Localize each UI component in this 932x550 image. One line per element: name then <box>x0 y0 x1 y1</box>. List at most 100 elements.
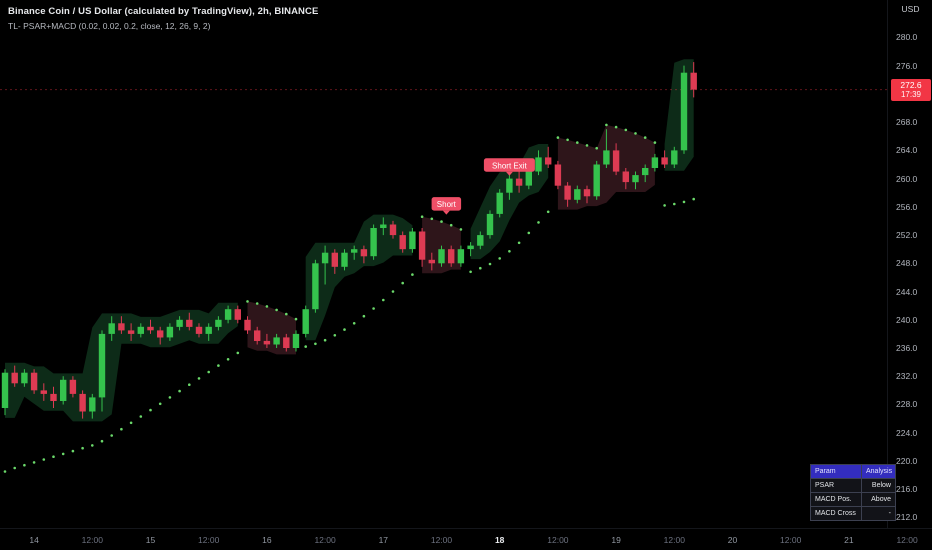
candle-body <box>166 326 174 338</box>
psar-dot <box>643 136 647 139</box>
candle-body <box>234 309 241 320</box>
bar-countdown: 17:39 <box>900 89 922 99</box>
candle-body <box>671 150 678 165</box>
psar-dot <box>168 396 172 399</box>
time-label: 19 <box>611 535 621 545</box>
indicator-title[interactable]: TL- PSAR+MACD (0.02, 0.02, 0.2, close, 1… <box>8 21 211 31</box>
psar-dot <box>139 415 143 418</box>
candle-body <box>108 323 115 334</box>
price-tick: 220.0 <box>896 455 918 466</box>
candle-body <box>127 330 135 334</box>
psar-dot <box>614 125 618 129</box>
price-axis[interactable]: USD 272.6 17:39 280.0 276.0 268.0 264.0 260.… <box>887 0 932 528</box>
candle-body <box>438 249 445 264</box>
psar-dot <box>275 308 278 312</box>
time-label: 16 <box>262 535 272 545</box>
psar-dot <box>246 300 249 303</box>
psar-dot <box>323 338 327 342</box>
analysis-param-cell: Param <box>811 465 862 478</box>
candle-body <box>341 252 348 267</box>
analysis-param-cell: MACD Pos. <box>811 493 862 506</box>
candle-body <box>263 340 271 345</box>
time-label: 12:00 <box>663 535 685 545</box>
psar-dot <box>566 138 569 142</box>
time-label: 12:00 <box>198 535 220 545</box>
candle-body <box>50 393 57 401</box>
trade-marker-short[interactable]: Short <box>431 197 462 215</box>
candle-body <box>583 189 591 197</box>
psar-dot <box>401 281 405 285</box>
price-tick: 280.0 <box>896 32 918 43</box>
svg-text:Short: Short <box>437 200 457 209</box>
candle-body <box>40 390 47 394</box>
psar-dot <box>605 123 608 127</box>
psar-dot <box>430 217 434 221</box>
candle-body <box>292 333 300 348</box>
time-label: 12:00 <box>81 535 103 545</box>
candle-body <box>389 224 397 236</box>
time-label: 18 <box>494 535 505 545</box>
psar-dot <box>42 458 46 461</box>
psar-dot <box>440 220 443 223</box>
candle-body <box>457 249 465 264</box>
candle-body <box>118 323 125 331</box>
candle-body <box>147 326 154 331</box>
psar-dot <box>81 446 84 450</box>
psar-dot <box>110 434 113 437</box>
time-axis[interactable]: 14 12:00 15 12:00 16 12:00 17 12:00 18 12:00 19 12:… <box>0 528 932 550</box>
psar-dot <box>634 132 637 135</box>
candle-body <box>157 330 164 338</box>
psar-dot <box>255 302 259 305</box>
candle-body <box>545 157 552 165</box>
price-tick: 232.0 <box>896 371 918 382</box>
symbol-title[interactable]: Binance Coin / US Dollar (calculated by … <box>8 6 319 17</box>
candle-body <box>360 249 368 257</box>
trade-marker-short-exit[interactable]: Short Exit <box>483 158 535 176</box>
candle-body <box>622 171 629 183</box>
candle-body <box>409 231 416 250</box>
candle-body <box>321 252 329 264</box>
candle-body <box>137 326 144 334</box>
psar-dot <box>23 463 26 467</box>
psar-dot <box>391 290 395 293</box>
psar-dot <box>692 197 695 201</box>
candle-body <box>477 235 484 246</box>
analysis-value-cell: - <box>888 510 891 517</box>
candle-body <box>380 224 387 228</box>
last-price-badge: 272.6 17:39 <box>891 78 931 101</box>
candle-body <box>642 168 649 176</box>
psar-dot <box>343 328 346 331</box>
chart-legend: Binance Coin / US Dollar (calculated by … <box>8 6 318 31</box>
candle-body <box>680 72 688 151</box>
candle-body <box>506 178 513 193</box>
candle-body <box>60 379 67 401</box>
psar-dot <box>207 370 210 374</box>
candle-body <box>399 235 406 250</box>
candle-body <box>11 372 18 384</box>
price-axis-currency-label: USD <box>901 4 920 14</box>
psar-dot <box>527 231 531 235</box>
candle-body <box>205 326 212 334</box>
psar-dot <box>595 146 598 150</box>
price-tick: 212.0 <box>896 512 918 523</box>
price-tick: 276.0 <box>896 60 918 71</box>
psar-dot <box>71 449 75 453</box>
candle-body <box>486 213 494 236</box>
trend-band-up <box>305 214 413 341</box>
psar-dot <box>517 241 521 245</box>
time-label: 12:00 <box>314 535 336 545</box>
psar-dot <box>556 136 560 139</box>
psar-dot <box>479 266 482 270</box>
candle-body <box>554 164 562 186</box>
price-tick: 256.0 <box>896 201 918 212</box>
candle-body <box>651 157 659 168</box>
price-tick: 248.0 <box>896 258 918 269</box>
time-label: 12:00 <box>896 535 918 545</box>
psar-dot <box>488 262 492 266</box>
psar-dot <box>362 314 366 318</box>
analysis-table: Param Analysis PSAR Below MACD Pos. Above MACD… <box>810 464 896 521</box>
price-tick: 224.0 <box>896 427 918 438</box>
price-chart-svg[interactable]: Short Short Exit <box>0 0 887 528</box>
candle-body <box>525 171 532 186</box>
psar-dot <box>673 202 676 206</box>
